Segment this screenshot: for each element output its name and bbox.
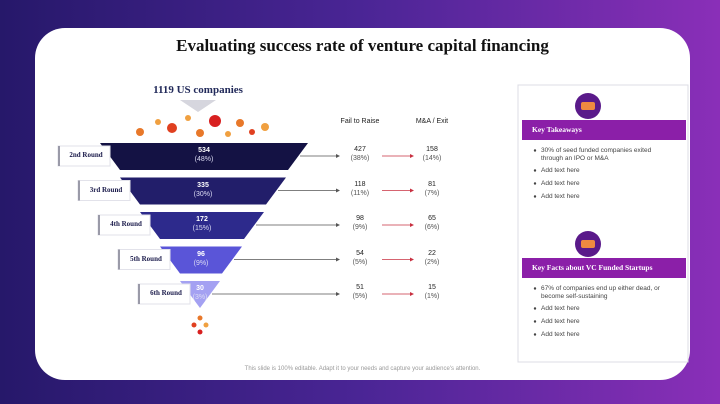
bullet [533,149,537,152]
fail-pct: (5%) [352,293,368,300]
exit-pct: (6%) [424,224,440,231]
arrow-head [410,188,414,193]
exit-count: 15 [428,284,436,291]
fail-pct: (38%) [350,155,370,162]
arrow-head [410,223,414,227]
round-label: 6th Round [150,289,182,297]
arrow-head [410,154,414,158]
pointer [180,100,216,112]
panel-item: Add text here [541,331,580,338]
exit-count: 158 [426,146,438,153]
exit-count: 22 [428,249,436,257]
arrow-head [336,292,340,296]
dots [136,115,269,335]
panel-item: Add text here [541,305,580,312]
panel-heading: Key Facts about VC Funded Startups [532,263,653,272]
round-count: 96 [197,250,205,258]
arrow-head [336,154,340,158]
fail-count: 427 [354,146,366,153]
panel-icon-detail [581,240,595,248]
fail-count: 98 [356,215,364,222]
round-label-edge [118,249,120,270]
bullet [533,195,537,198]
panel-item: 67% of companies end up either dead, or … [541,285,660,300]
panel-item: Add text here [541,193,580,200]
panel-heading: Key Takeaways [532,125,582,134]
fail-pct: (11%) [350,189,370,197]
title: Evaluating success rate of venture capit… [176,36,549,55]
round-label-edge [78,180,80,201]
arrow-head [410,257,414,262]
round-label: 2nd Round [69,151,103,159]
fail-count: 51 [356,284,364,291]
top-label: 1119 US companies [153,84,243,96]
bullet [533,169,537,172]
funnel-segment [100,143,308,170]
round-label: 5th Round [130,254,162,263]
funnel-segment [120,177,286,205]
exit-pct: (1%) [424,293,440,300]
arrow-head [410,292,414,296]
panel-item: Add text here [541,167,580,174]
fail-count: 118 [354,180,366,188]
arrow-head [336,223,340,227]
column-header: M&A / Exit [415,118,449,125]
exit-pct: (7%) [424,189,440,197]
round-pct: (48%) [194,156,214,163]
fail-pct: (9%) [352,224,368,231]
bullet [533,287,537,290]
round-count: 30 [196,285,204,292]
round-count: 534 [198,147,210,154]
round-pct: (30%) [193,190,213,198]
exit-count: 81 [428,180,436,188]
panel-heading-bar [522,120,686,140]
fail-pct: (5%) [352,258,368,266]
round-count: 172 [196,216,208,223]
round-label-edge [58,146,60,166]
arrow-head [336,188,340,193]
card [35,28,690,380]
bullet [533,182,537,185]
bullet [533,307,537,310]
column-header: Fail to Raise [340,118,380,125]
panel-item: Add text here [541,180,580,187]
round-pct: (9%) [193,259,209,267]
round-label: 4th Round [110,220,142,228]
panel-heading-bar [522,258,686,278]
fail-count: 54 [356,249,364,257]
funnel-segment [160,246,242,274]
exit-count: 65 [428,215,436,222]
exit-pct: (2%) [424,258,440,266]
round-pct: (15%) [192,225,212,232]
funnel-segment [140,212,264,239]
bullet [533,320,537,323]
bullet [533,333,537,336]
round-label: 3rd Round [89,185,123,194]
panel-item: 30% of seed funded companies exited thro… [541,147,652,162]
round-label-edge [98,215,100,235]
round-pct: (3%) [192,294,208,301]
footer: This slide is 100% editable. Adapt it to… [244,366,481,372]
exit-pct: (14%) [422,155,442,162]
round-label-edge [138,284,140,304]
arrow-head [336,257,340,262]
panel-item: Add text here [541,318,580,325]
round-count: 335 [197,181,209,189]
panel-icon-detail [581,102,595,110]
panel-frame [517,84,689,363]
